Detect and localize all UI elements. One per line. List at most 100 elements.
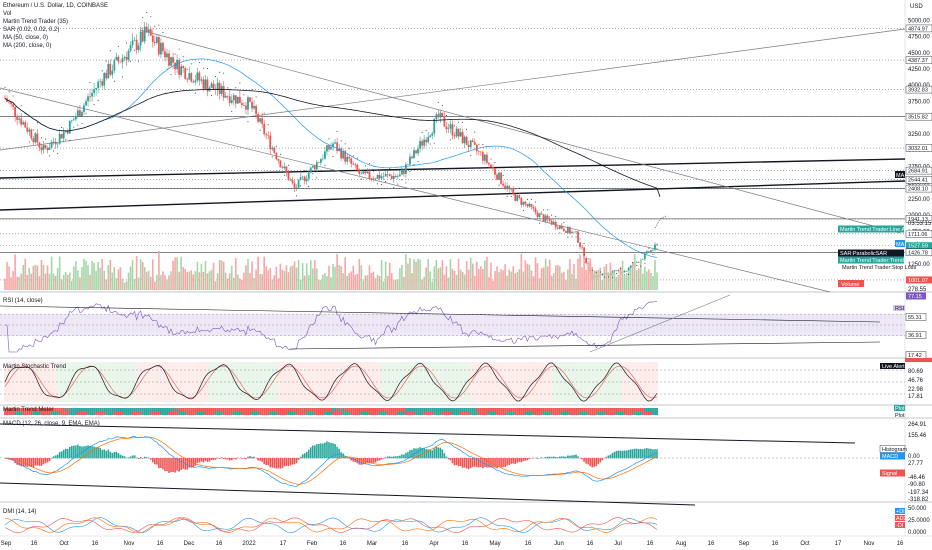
mtm-bar-top bbox=[218, 408, 221, 412]
level-tag bbox=[905, 215, 932, 223]
mtm-bar-top bbox=[538, 408, 541, 412]
mtm-bar-bot bbox=[285, 412, 288, 415]
mtm-bar-top bbox=[261, 408, 264, 412]
candle-body bbox=[453, 135, 456, 137]
macd-histogram-bar bbox=[550, 457, 553, 459]
level-label: 2684.91 bbox=[908, 169, 928, 175]
mtm-bar-bot bbox=[281, 412, 284, 415]
stoch-bg bbox=[425, 362, 428, 402]
stoch-bg bbox=[567, 362, 569, 402]
mtm-bar-top bbox=[488, 408, 490, 412]
macd-histogram-bar bbox=[73, 445, 75, 459]
stoch-bg bbox=[234, 362, 237, 402]
mtm-bar-bot bbox=[16, 412, 19, 415]
candle-body bbox=[249, 97, 251, 102]
macd-histogram-bar bbox=[117, 453, 120, 459]
level-label: 2544.41 bbox=[908, 178, 928, 184]
candle-body bbox=[66, 130, 69, 134]
mtm-bar-top bbox=[46, 408, 49, 412]
macd-histogram-bar bbox=[220, 457, 223, 459]
volume-bar bbox=[206, 273, 209, 290]
volume-bar bbox=[522, 271, 525, 290]
mtm-bar-bot bbox=[324, 412, 326, 415]
macd-histogram-bar bbox=[587, 458, 589, 465]
mtm-bar-top bbox=[182, 408, 185, 412]
macd-histogram-bar bbox=[631, 449, 634, 459]
macd-level-label: 155.46 bbox=[908, 433, 927, 439]
candle-body bbox=[228, 96, 231, 103]
volume-bar bbox=[635, 270, 638, 290]
volume-bar bbox=[390, 273, 393, 290]
mtm-bar-bot bbox=[224, 412, 227, 415]
volume-bar bbox=[587, 263, 589, 290]
volume-bar bbox=[311, 268, 314, 290]
macd-histogram-bar bbox=[405, 452, 407, 459]
mtm-bar-top bbox=[101, 408, 104, 412]
mtm-bar-bot bbox=[216, 412, 219, 415]
candle-body bbox=[548, 219, 551, 221]
volume-bar bbox=[656, 272, 658, 290]
volume-bar bbox=[168, 275, 170, 290]
stoch-bg bbox=[502, 362, 505, 402]
mtm-bar-bot bbox=[249, 412, 252, 415]
macd-histogram-bar bbox=[423, 447, 425, 459]
stoch-bg bbox=[413, 362, 416, 402]
stoch-bg bbox=[74, 362, 77, 402]
volume-bar bbox=[56, 268, 59, 290]
macd-histogram-bar bbox=[265, 458, 268, 466]
dmi-tag-bg bbox=[895, 515, 905, 521]
mtm-bar-bot bbox=[473, 412, 476, 415]
mtm-bar-bot bbox=[143, 412, 146, 415]
macd-histogram-bar bbox=[437, 447, 440, 459]
sar-dot bbox=[227, 87, 229, 89]
dmi-level-label: 0.0000 bbox=[908, 530, 927, 536]
stoch-bg bbox=[289, 362, 292, 402]
mtm-bar-bot bbox=[656, 412, 658, 415]
macd-histogram-bar bbox=[91, 446, 93, 459]
mtm-bar-top bbox=[376, 408, 379, 412]
stoch-bg bbox=[526, 362, 529, 402]
volume-bar bbox=[488, 277, 490, 290]
macd-histogram-bar bbox=[492, 458, 494, 468]
mtm-bar-bot bbox=[26, 412, 29, 415]
macd-histogram-bar bbox=[309, 447, 312, 459]
macd-histogram-bar bbox=[226, 458, 229, 460]
volume-bar bbox=[548, 259, 551, 290]
live-alert-bg bbox=[880, 363, 905, 369]
macd-histogram-bar bbox=[413, 448, 415, 459]
sar-dot bbox=[28, 141, 30, 143]
mtm-bar-bot bbox=[465, 412, 468, 415]
candle-body bbox=[542, 214, 545, 222]
dmi-line bbox=[4, 517, 658, 534]
mtm-bar-top bbox=[384, 408, 387, 412]
macd-level-label: -197.34 bbox=[908, 490, 929, 496]
mtm-bar-bot bbox=[230, 412, 233, 415]
mtm-bar-bot bbox=[445, 412, 448, 415]
mtm-bar-top bbox=[342, 408, 345, 412]
macd-histogram-bar bbox=[453, 458, 456, 466]
mtm-bar-top bbox=[216, 408, 219, 412]
candle-body bbox=[141, 31, 144, 42]
macd-histogram-bar bbox=[569, 455, 571, 459]
candle-body bbox=[447, 128, 450, 130]
mtm-bar-bot bbox=[362, 412, 365, 415]
stoch-bg bbox=[390, 362, 393, 402]
volume-bar bbox=[156, 274, 158, 290]
sar-dot bbox=[587, 258, 589, 260]
mtm-bar-bot bbox=[611, 412, 614, 415]
sar-dot bbox=[121, 76, 123, 78]
macd-histogram-bar bbox=[190, 458, 193, 468]
mtm-bar-bot bbox=[307, 412, 310, 415]
sar-dot bbox=[603, 276, 605, 278]
mtm-bar-bot bbox=[311, 412, 314, 415]
mtm-bar-bot bbox=[639, 412, 642, 415]
mtm-bar-bot bbox=[637, 412, 640, 415]
mtm-bar-top bbox=[36, 408, 39, 412]
candle-body bbox=[479, 151, 482, 153]
stoch-bg bbox=[101, 362, 104, 402]
mtm-bar-bot bbox=[60, 412, 63, 415]
mtm-bar-top bbox=[394, 408, 397, 412]
mtm-bar-top bbox=[540, 408, 543, 412]
sar-dot bbox=[251, 89, 253, 91]
macd-histogram-bar bbox=[263, 458, 265, 464]
